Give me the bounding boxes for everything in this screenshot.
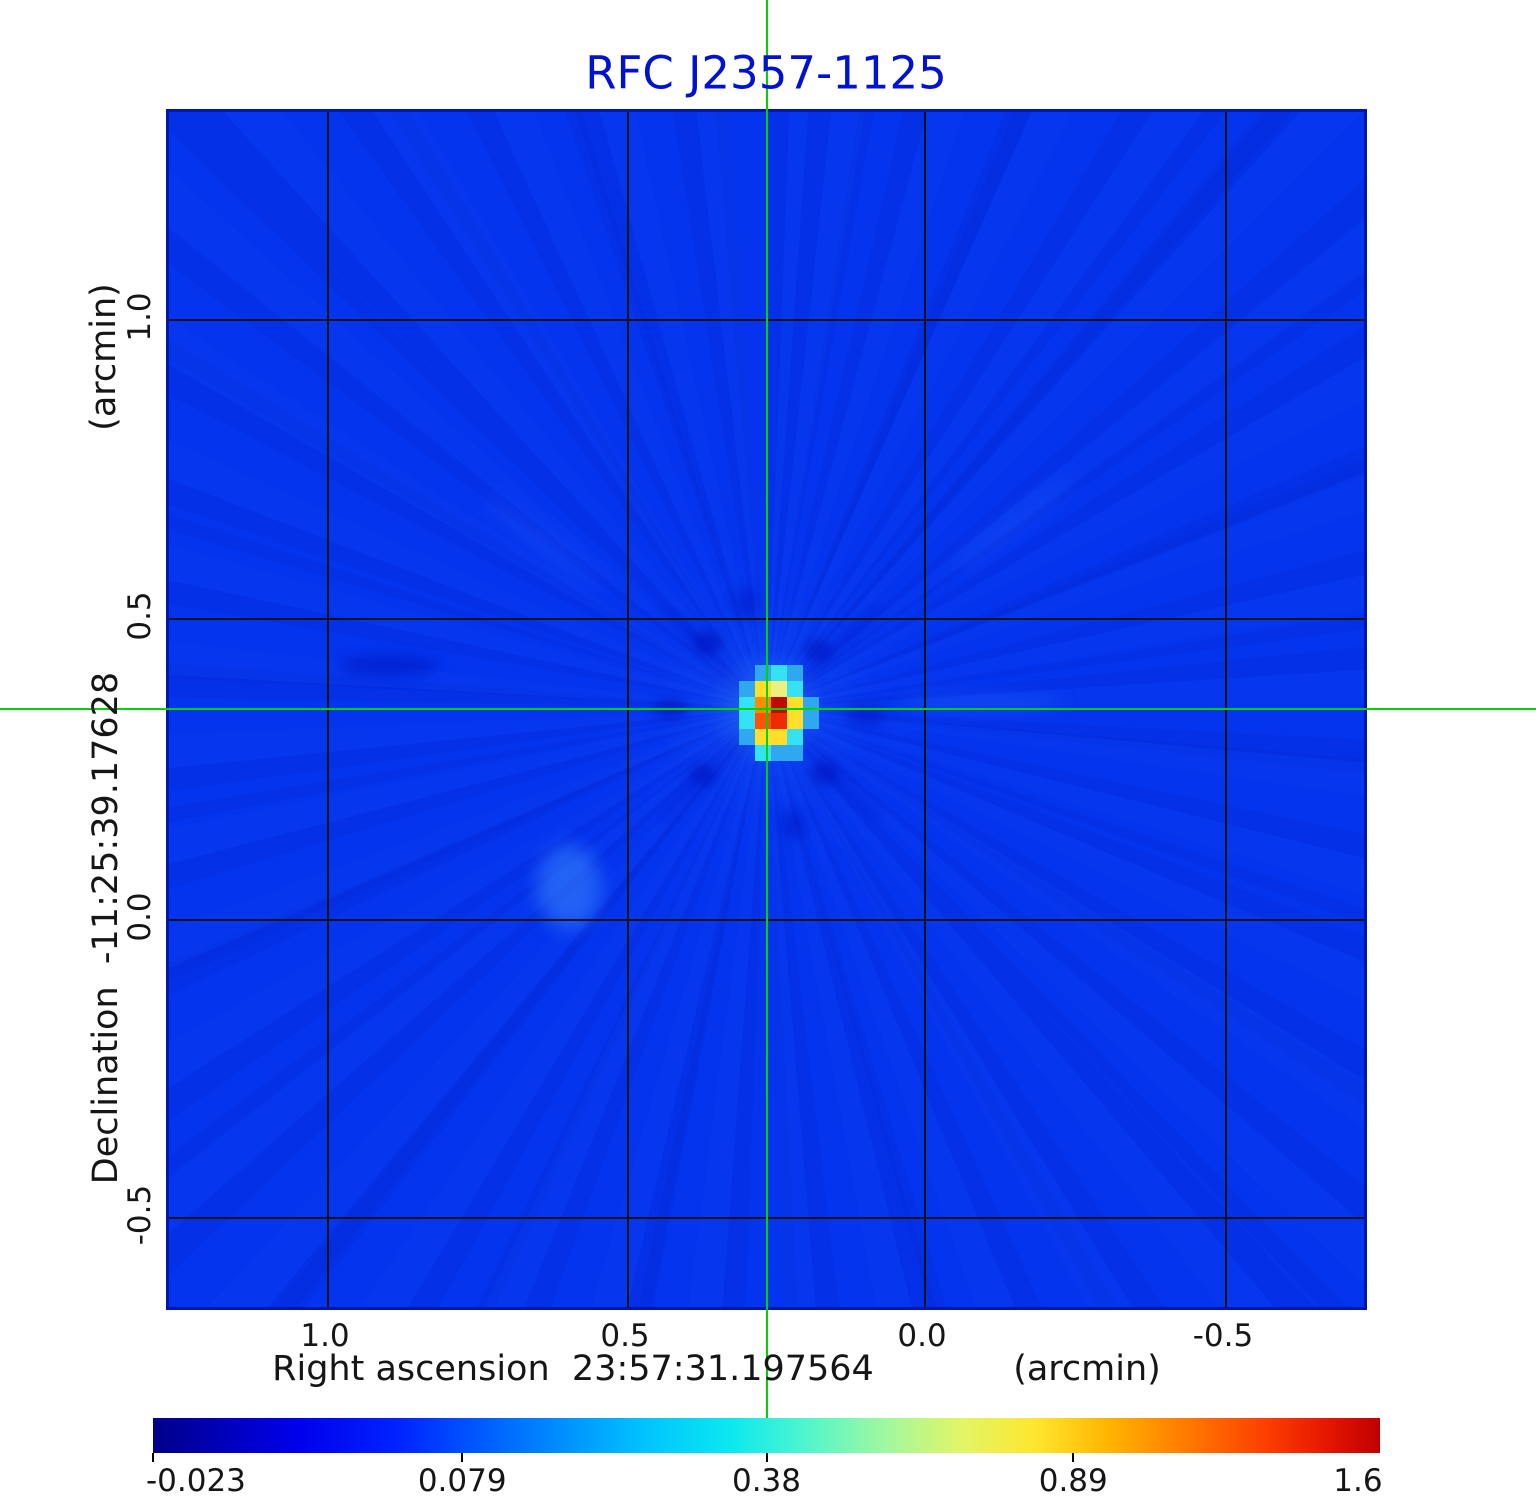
crosshair-horizontal-line xyxy=(0,708,1536,711)
x-axis-title: Right ascension 23:57:31.197564 xyxy=(272,1349,874,1389)
blob-pixel xyxy=(738,681,755,698)
y-axis-title: Declination -11:25:39.17628 xyxy=(86,671,126,1185)
blob-pixel xyxy=(770,697,787,714)
map-feature xyxy=(693,631,723,655)
blob-pixel xyxy=(738,713,755,730)
x-tick-label: 0.5 xyxy=(600,1318,650,1354)
blob-pixel xyxy=(770,665,787,682)
map-feature xyxy=(948,470,1078,576)
x-axis-unit-label: (arcmin) xyxy=(1013,1349,1161,1389)
colorbar-tick-label: -0.023 xyxy=(145,1463,246,1499)
blob-pixel xyxy=(770,745,787,762)
colorbar-tick-label: 1.6 xyxy=(1333,1463,1383,1499)
x-tick-label: 1.0 xyxy=(300,1318,350,1354)
x-tick-label: -0.5 xyxy=(1192,1318,1254,1354)
blob-pixel xyxy=(786,665,803,682)
blob-pixel xyxy=(770,713,787,730)
colorbar-tick xyxy=(1072,1453,1075,1462)
colorbar-tick-label: 0.38 xyxy=(731,1463,802,1499)
blob-pixel xyxy=(786,681,803,698)
y-tick-label: 1.0 xyxy=(122,292,158,342)
blob-pixel xyxy=(754,729,771,746)
blob-pixel xyxy=(754,745,771,762)
colorbar-tick xyxy=(461,1453,464,1462)
blob-pixel xyxy=(786,729,803,746)
colorbar-tick-label: 0.89 xyxy=(1038,1463,1108,1499)
map-feature xyxy=(735,588,757,618)
colorbar xyxy=(153,1418,1380,1453)
blob-pixel xyxy=(770,729,787,746)
blob-pixel xyxy=(754,681,771,698)
colorbar-tick xyxy=(152,1453,154,1462)
map-feature xyxy=(781,810,805,840)
y-axis-unit-label: (arcmin) xyxy=(84,283,124,431)
x-tick-label: 0.0 xyxy=(897,1318,947,1354)
blob-pixel xyxy=(770,681,787,698)
blob-pixel xyxy=(754,713,771,730)
map-feature xyxy=(803,639,833,663)
map-feature xyxy=(537,845,601,929)
plot-title: RFC J2357-1125 xyxy=(585,46,947,100)
y-tick-label: -0.5 xyxy=(122,1184,158,1246)
y-tick-label: 0.0 xyxy=(122,892,158,942)
blob-pixel xyxy=(786,713,803,730)
blob-pixel xyxy=(786,745,803,762)
blob-pixel xyxy=(754,697,771,714)
blob-pixel xyxy=(802,713,819,730)
colorbar-tick xyxy=(765,1453,768,1462)
map-feature xyxy=(689,764,717,786)
blob-pixel xyxy=(738,729,755,746)
map-feature xyxy=(810,761,840,785)
map-feature xyxy=(478,490,608,596)
blob-pixel xyxy=(754,665,771,682)
colorbar-tick-label: 0.079 xyxy=(417,1463,507,1499)
map-feature xyxy=(903,694,1063,712)
blob-pixel xyxy=(802,697,819,714)
source-blob xyxy=(738,665,819,762)
blob-pixel xyxy=(738,697,755,714)
y-tick-label: 0.5 xyxy=(122,591,158,641)
blob-pixel xyxy=(786,697,803,714)
map-feature xyxy=(338,655,438,677)
